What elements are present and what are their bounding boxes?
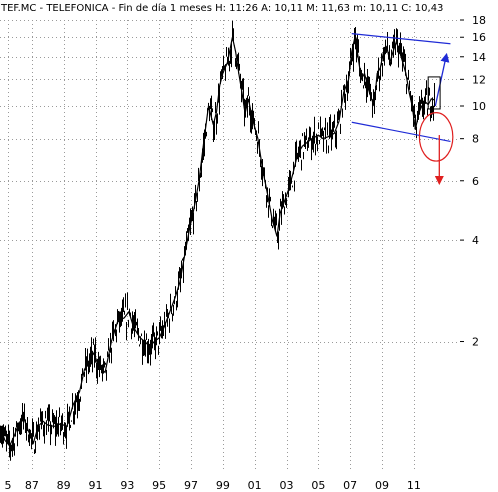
y-tick-label: 2 [472,336,479,349]
axis-layer: 18 16 14 12 10 8 6 4 2 5 87 89 91 93 95 97 99 01 03 05 07 09 1… [4,14,486,492]
x-tick-label: 93 [120,479,134,492]
y-tick-label: 10 [472,100,486,113]
x-tick-label: 11 [407,479,421,492]
series-layer [0,20,435,461]
target-up-arrow [434,52,450,107]
y-tick-label: 12 [472,73,486,86]
support-circle [418,112,454,162]
x-tick-label: 07 [343,479,357,492]
y-tick-label: 18 [472,14,486,27]
x-tick-label: 03 [280,479,294,492]
x-tick-label: 87 [25,479,39,492]
grid-layer [0,20,460,472]
consolidation-box [427,76,441,110]
x-tick-label: 95 [152,479,166,492]
y-tick-label: 8 [472,133,479,146]
y-tick-label: 16 [472,31,486,44]
channel-line [351,33,451,45]
x-tick-label: 89 [57,479,71,492]
x-tick-label: 05 [311,479,325,492]
x-tick-label: 97 [184,479,198,492]
x-tick-label: 09 [375,479,389,492]
channel-line [351,121,451,143]
x-tick-label: 91 [89,479,103,492]
chart-header-title: TEF.MC - TELEFONICA - Fin de día 1 meses… [0,2,443,14]
y-tick-label: 4 [472,234,479,247]
x-tick-label: 99 [216,479,230,492]
x-tick-label: 5 [4,479,11,492]
price-series-line [0,37,435,448]
annotation-layer [351,33,454,186]
y-tick-label: 6 [472,175,479,188]
x-tick-label: 01 [248,479,262,492]
y-tick-label: 14 [472,51,486,64]
